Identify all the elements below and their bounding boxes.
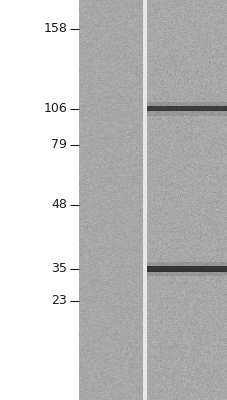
Bar: [147, 102, 227, 107]
Text: 106: 106: [43, 102, 67, 115]
Bar: [143, 0, 147, 400]
Bar: [147, 262, 227, 267]
Bar: [147, 266, 227, 272]
Text: 48: 48: [51, 198, 67, 211]
Bar: [78, 0, 143, 400]
Text: 79: 79: [51, 138, 67, 151]
Text: 35: 35: [51, 262, 67, 275]
Bar: [147, 270, 227, 276]
Bar: [147, 110, 227, 116]
Text: 158: 158: [43, 22, 67, 35]
Bar: [143, 0, 147, 400]
Text: 23: 23: [51, 294, 67, 307]
Bar: [147, 0, 227, 400]
Bar: [147, 106, 227, 111]
